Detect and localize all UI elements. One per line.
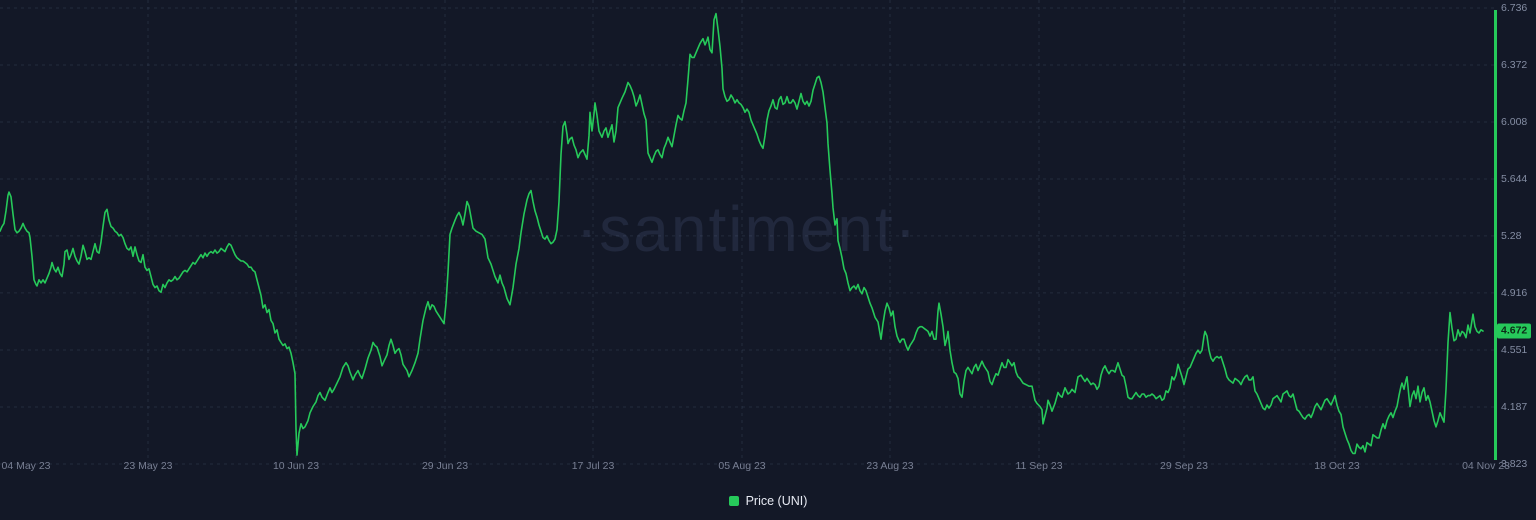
y-axis-tick-label: 5.28 bbox=[1501, 229, 1522, 242]
x-axis-tick-label: 18 Oct 23 bbox=[1314, 460, 1360, 472]
x-axis-tick-label: 23 May 23 bbox=[123, 460, 173, 472]
x-axis-tick-label: 17 Jul 23 bbox=[571, 460, 615, 472]
x-axis-tick-label: 23 Aug 23 bbox=[866, 460, 914, 472]
legend: Price (UNI) bbox=[0, 491, 1536, 511]
y-axis-tick-label: 6.736 bbox=[1501, 2, 1528, 14]
y-axis-tick-label: 6.372 bbox=[1501, 58, 1528, 71]
x-axis-tick-label: 05 Aug 23 bbox=[718, 460, 766, 472]
y-axis-tick-label: 3.823 bbox=[1501, 458, 1528, 470]
x-axis-tick-label: 10 Jun 23 bbox=[272, 460, 320, 472]
y-axis-line bbox=[1494, 10, 1497, 460]
y-axis-tick-label: 4.916 bbox=[1501, 286, 1528, 299]
y-axis-tick-label: 4.551 bbox=[1501, 344, 1528, 357]
current-price-badge: 4.672 bbox=[1497, 323, 1532, 339]
x-axis-tick-label: 11 Sep 23 bbox=[1015, 460, 1063, 472]
x-axis-tick-label: 29 Sep 23 bbox=[1160, 460, 1208, 472]
x-axis-tick-label: 04 Nov 23 bbox=[1462, 460, 1510, 472]
legend-item-price-uni[interactable]: Price (UNI) bbox=[728, 494, 808, 508]
x-axis-tick-label: 29 Jun 23 bbox=[421, 460, 469, 472]
price-polyline bbox=[0, 12, 1484, 456]
y-axis-tick-label: 6.008 bbox=[1501, 115, 1528, 128]
y-axis-tick-label: 4.187 bbox=[1501, 401, 1528, 414]
chart-canvas[interactable] bbox=[0, 0, 1536, 478]
x-axis-tick-label: 04 May 23 bbox=[1, 460, 51, 472]
legend-label: Price (UNI) bbox=[745, 494, 808, 508]
price-series-swatch-icon bbox=[728, 496, 739, 506]
y-axis-tick-label: 5.644 bbox=[1501, 172, 1528, 185]
